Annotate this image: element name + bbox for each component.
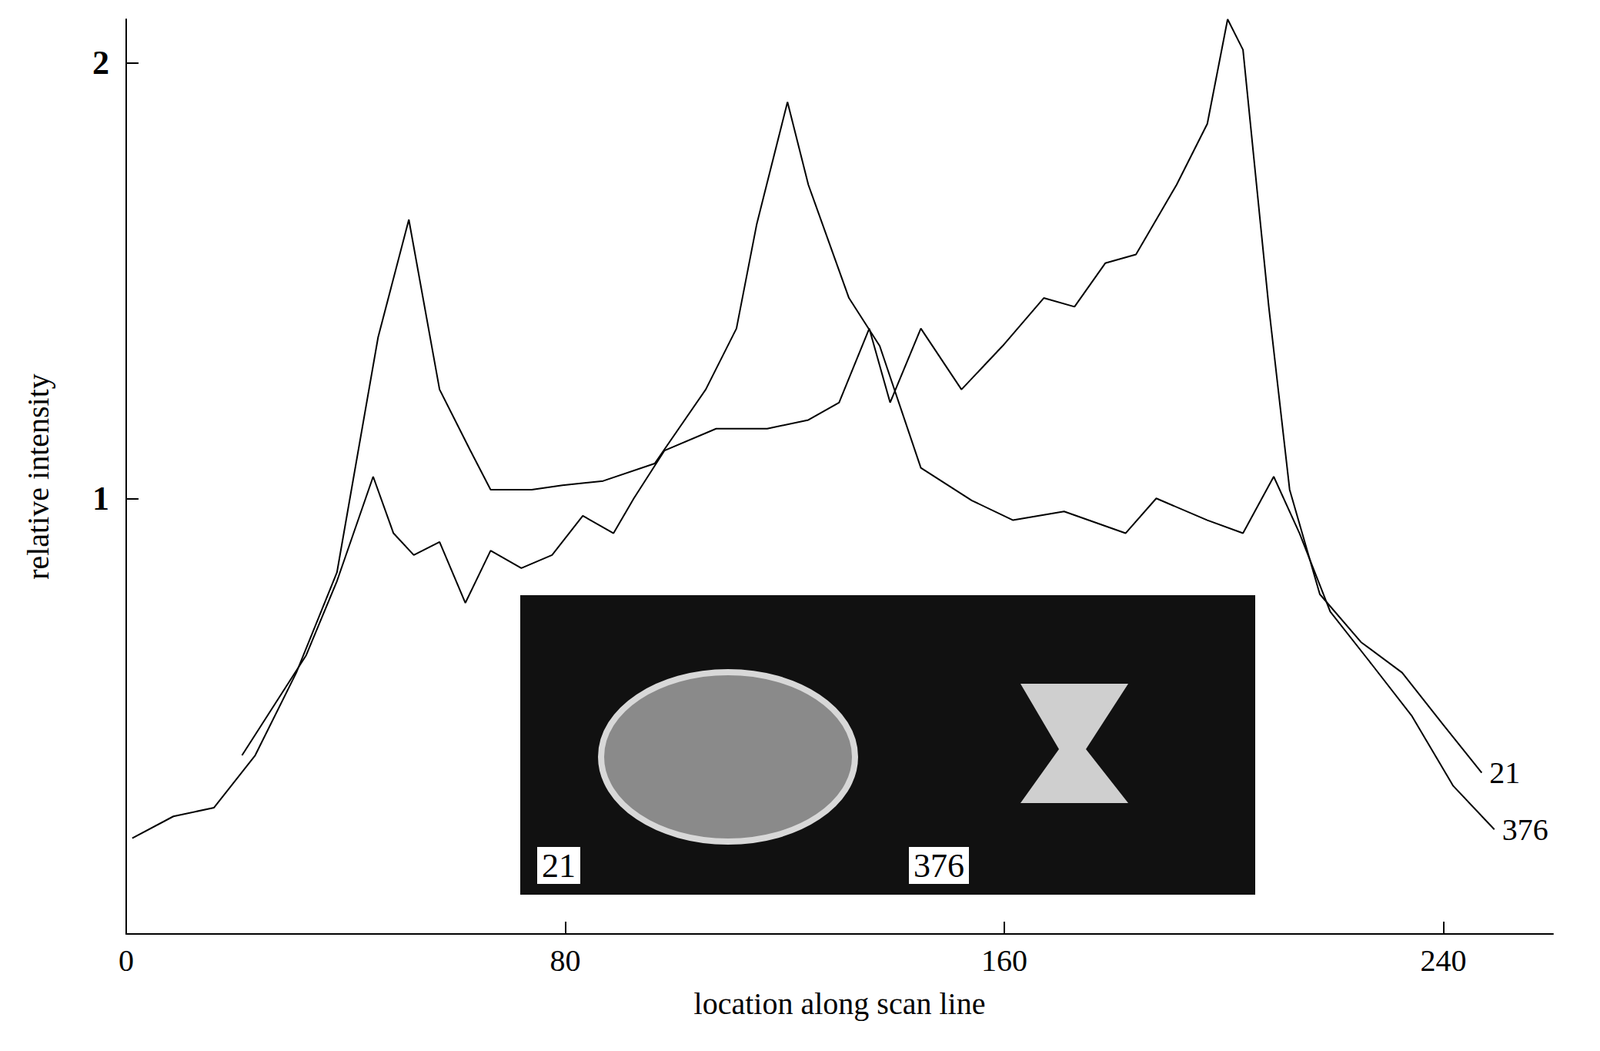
svg-text:relative intensity: relative intensity bbox=[20, 373, 56, 580]
svg-text:location along scan line: location along scan line bbox=[694, 985, 986, 1021]
svg-text:21: 21 bbox=[541, 846, 576, 885]
svg-text:160: 160 bbox=[981, 942, 1028, 978]
svg-text:80: 80 bbox=[549, 942, 581, 978]
svg-text:21: 21 bbox=[1489, 754, 1520, 790]
svg-text:0: 0 bbox=[118, 942, 134, 978]
svg-text:240: 240 bbox=[1419, 942, 1467, 978]
svg-text:2: 2 bbox=[92, 43, 110, 82]
svg-text:1: 1 bbox=[92, 479, 110, 518]
svg-text:376: 376 bbox=[1502, 811, 1549, 847]
svg-text:376: 376 bbox=[913, 846, 965, 885]
